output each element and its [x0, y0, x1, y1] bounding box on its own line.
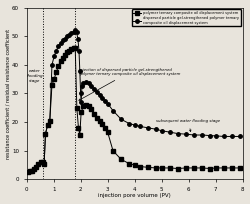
- Text: water
flooding
stage: water flooding stage: [26, 69, 43, 83]
- X-axis label: injection pore volume (PV): injection pore volume (PV): [98, 193, 171, 198]
- Legend: polymer ternary composite oil displacement system, dispersed particle gel-streng: polymer ternary composite oil displaceme…: [132, 9, 241, 26]
- Text: subsequent water flooding stage: subsequent water flooding stage: [156, 119, 220, 132]
- Y-axis label: resistance coefficient / residual resistance coefficient: resistance coefficient / residual resist…: [6, 28, 10, 159]
- Text: injection of dispersed particle gel-strengthened
polymer ternary composite oil d: injection of dispersed particle gel-stre…: [79, 68, 181, 100]
